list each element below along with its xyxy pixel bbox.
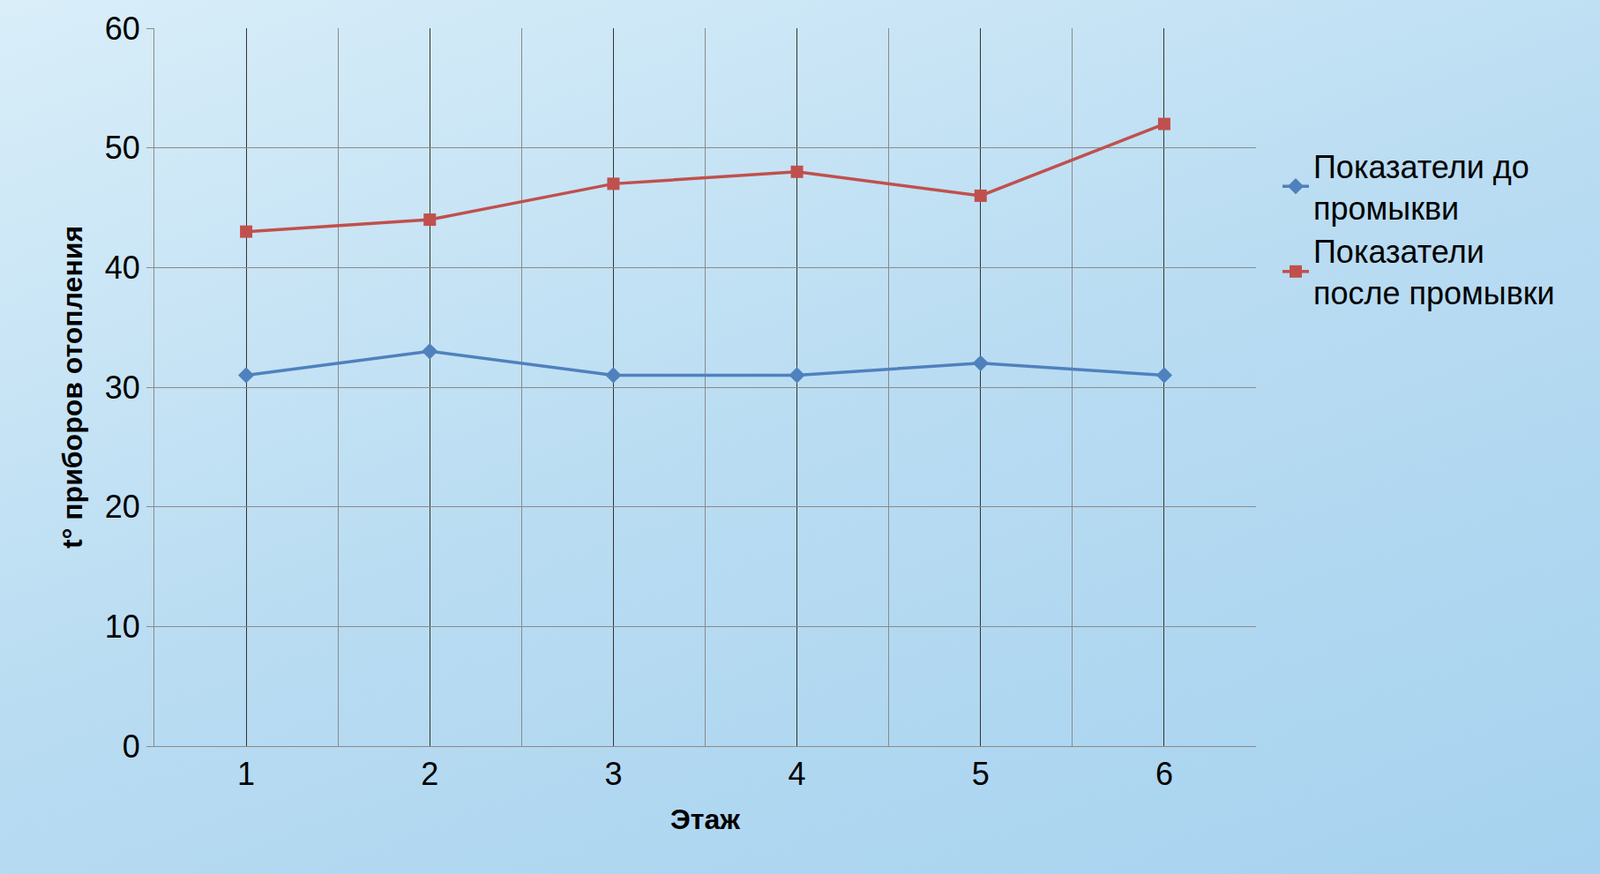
svg-text:2: 2: [420, 755, 439, 793]
svg-text:Этаж: Этаж: [670, 803, 741, 836]
svg-text:50: 50: [104, 129, 141, 166]
svg-text:5: 5: [971, 755, 990, 793]
svg-text:20: 20: [104, 488, 141, 525]
svg-text:Показателипосле промывки: Показателипосле промывки: [1313, 233, 1556, 312]
svg-text:60: 60: [104, 10, 141, 47]
svg-text:0: 0: [122, 728, 141, 765]
svg-text:40: 40: [104, 249, 141, 286]
svg-text:1: 1: [237, 755, 255, 793]
svg-text:t° приборов отопления: t° приборов отопления: [56, 225, 89, 549]
svg-text:10: 10: [104, 608, 141, 645]
svg-text:30: 30: [104, 369, 141, 406]
svg-text:6: 6: [1155, 755, 1174, 793]
svg-text:4: 4: [788, 755, 807, 793]
svg-text:3: 3: [604, 755, 622, 793]
svg-text:Показатели допромыкви: Показатели допромыкви: [1313, 149, 1530, 227]
